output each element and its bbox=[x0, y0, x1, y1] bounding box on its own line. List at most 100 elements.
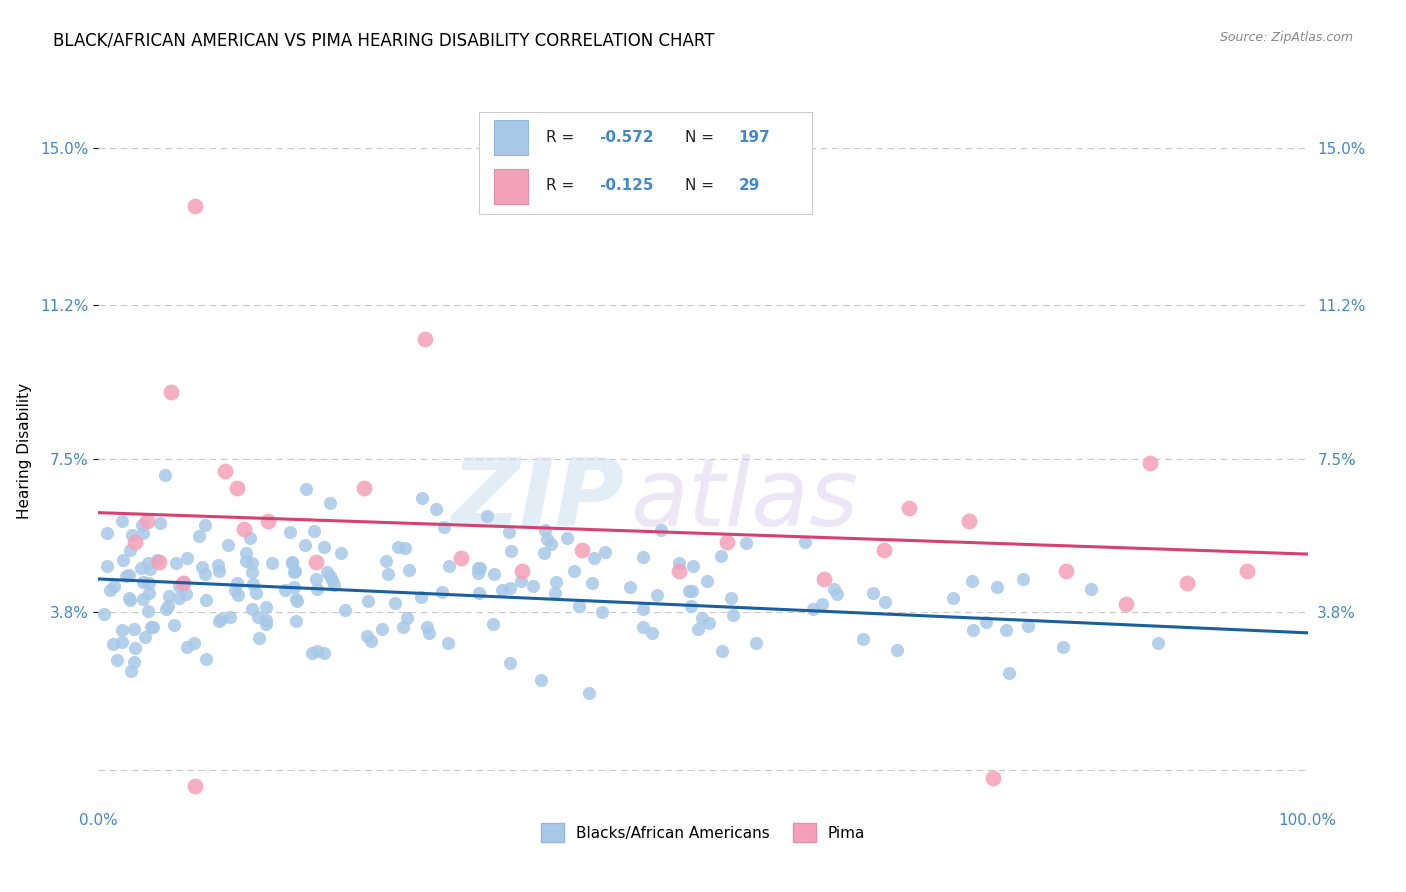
Point bbox=[375, 554, 398, 568]
Point bbox=[482, 566, 505, 581]
Point bbox=[218, 609, 240, 624]
Point bbox=[93, 607, 115, 622]
Point bbox=[163, 617, 186, 632]
Point bbox=[301, 646, 323, 660]
Point bbox=[135, 514, 157, 528]
Point bbox=[801, 601, 824, 615]
Point bbox=[141, 620, 163, 634]
Point bbox=[436, 636, 458, 650]
Point bbox=[522, 578, 544, 592]
Point bbox=[510, 564, 533, 578]
Point bbox=[413, 332, 436, 346]
Point bbox=[246, 609, 269, 624]
Point bbox=[1147, 635, 1170, 649]
Point bbox=[499, 544, 522, 558]
Point bbox=[96, 558, 118, 573]
Point bbox=[862, 585, 884, 599]
Point bbox=[710, 644, 733, 658]
Point bbox=[330, 546, 353, 560]
Point bbox=[1139, 456, 1161, 470]
Point bbox=[226, 576, 249, 591]
Point bbox=[681, 584, 703, 599]
Point bbox=[1052, 640, 1074, 654]
Point bbox=[1080, 582, 1102, 596]
Point bbox=[668, 564, 690, 578]
Point bbox=[124, 641, 146, 656]
Point bbox=[720, 591, 742, 605]
Point bbox=[172, 576, 194, 591]
Point bbox=[121, 528, 143, 542]
Point bbox=[593, 545, 616, 559]
Legend: Blacks/African Americans, Pima: Blacks/African Americans, Pima bbox=[534, 817, 872, 848]
Point bbox=[302, 524, 325, 538]
Point bbox=[245, 586, 267, 600]
Point bbox=[998, 665, 1021, 680]
Point bbox=[322, 578, 344, 592]
Point bbox=[141, 619, 163, 633]
Point bbox=[294, 483, 316, 497]
Point bbox=[678, 583, 700, 598]
Point bbox=[207, 558, 229, 573]
Point bbox=[209, 612, 232, 626]
Point bbox=[690, 611, 713, 625]
Point bbox=[716, 534, 738, 549]
Point bbox=[571, 543, 593, 558]
Point bbox=[619, 580, 641, 594]
Point bbox=[974, 615, 997, 629]
Point bbox=[316, 565, 339, 579]
Point bbox=[533, 546, 555, 560]
Point bbox=[498, 525, 520, 540]
Point bbox=[208, 614, 231, 628]
Point bbox=[333, 602, 356, 616]
Point bbox=[682, 558, 704, 573]
Point bbox=[734, 536, 756, 550]
Point bbox=[169, 591, 191, 606]
Point bbox=[305, 582, 328, 596]
Point bbox=[138, 575, 160, 590]
Point bbox=[305, 572, 328, 586]
Point bbox=[1012, 572, 1035, 586]
Point bbox=[543, 586, 565, 600]
Point bbox=[409, 591, 432, 605]
Point bbox=[467, 566, 489, 580]
Point bbox=[138, 603, 160, 617]
Point bbox=[240, 602, 263, 616]
Point bbox=[578, 686, 600, 700]
Point bbox=[314, 646, 336, 660]
Point bbox=[482, 617, 505, 632]
Point bbox=[873, 594, 896, 608]
Point bbox=[226, 481, 249, 495]
Point bbox=[254, 617, 277, 632]
Point bbox=[499, 581, 522, 595]
Point bbox=[745, 636, 768, 650]
Point bbox=[173, 574, 195, 589]
Point bbox=[312, 540, 335, 554]
Point bbox=[499, 657, 522, 671]
Point bbox=[793, 535, 815, 549]
Point bbox=[131, 525, 153, 540]
Point bbox=[131, 574, 153, 589]
Point bbox=[208, 565, 231, 579]
Point bbox=[650, 524, 672, 538]
Point bbox=[318, 569, 340, 583]
Point bbox=[242, 577, 264, 591]
Point bbox=[235, 554, 257, 568]
Point bbox=[167, 579, 190, 593]
Point bbox=[148, 555, 170, 569]
Text: atlas: atlas bbox=[630, 454, 859, 545]
Point bbox=[273, 582, 295, 597]
Point bbox=[697, 615, 720, 630]
Point bbox=[356, 629, 378, 643]
Point bbox=[188, 528, 211, 542]
Point bbox=[194, 518, 217, 533]
Point bbox=[962, 624, 984, 638]
Point bbox=[195, 652, 218, 666]
Point bbox=[96, 525, 118, 540]
Point bbox=[450, 551, 472, 566]
Point bbox=[371, 622, 394, 636]
Point bbox=[583, 550, 606, 565]
Point bbox=[398, 562, 420, 576]
Point bbox=[118, 567, 141, 582]
Point bbox=[540, 536, 562, 550]
Point bbox=[131, 517, 153, 532]
